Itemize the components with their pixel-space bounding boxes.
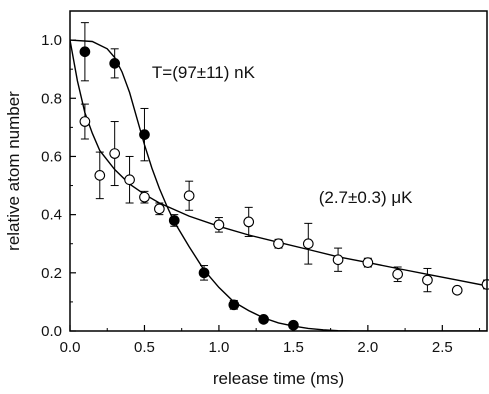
x-tick-label: 2.5 (432, 339, 453, 356)
data-point-open (243, 216, 255, 228)
x-tick-label: 2.0 (357, 339, 378, 356)
data-point-open (392, 268, 403, 280)
x-tick-label: 0.5 (134, 339, 155, 356)
data-point-open (302, 238, 314, 250)
plot-frame (69, 10, 488, 332)
data-point-open (154, 203, 165, 215)
y-tick-label: 0.0 (41, 323, 62, 340)
data-point-filled (109, 58, 121, 69)
data-point-open (94, 170, 106, 181)
data-point-filled (168, 215, 180, 226)
data-point-open (362, 257, 374, 268)
data-point-filled (79, 46, 91, 58)
data-point-open (332, 254, 344, 266)
fit-curve-open-series (70, 39, 487, 287)
tick-labels: 0.0 0.5 1.0 1.5 2.0 2.5 0.0 0.2 0.4 0.6 0.8 1.0 (41, 32, 453, 356)
y-tick-label: 0.2 (41, 265, 62, 282)
data-point-open (79, 116, 91, 127)
y-tick-label: 0.8 (41, 90, 62, 107)
data-point-open (481, 279, 489, 290)
y-tick-label: 1.0 (41, 32, 62, 49)
axis-ticks (69, 10, 481, 332)
data-point-filled (228, 299, 240, 311)
data-point-open (422, 274, 433, 286)
annotation-temperature-hot: (2.7±0.3) μK (319, 188, 413, 207)
data-point-filled (198, 267, 210, 279)
data-point-filled (258, 314, 269, 325)
data-point-open (183, 190, 195, 202)
y-tick-label: 0.6 (41, 148, 62, 165)
data-point-open (139, 191, 150, 203)
data-point-open (109, 148, 121, 159)
data-point-filled (139, 129, 150, 140)
x-tick-label: 1.5 (283, 339, 304, 356)
y-axis-title: relative atom number (4, 91, 23, 251)
x-tick-label: 1.0 (208, 339, 229, 356)
data-point-open (124, 174, 135, 186)
data-point-open (273, 238, 284, 250)
annotation-temperature-cold: T=(97±11) nK (152, 63, 256, 82)
x-axis-title: release time (ms) (213, 369, 344, 388)
data-points (79, 46, 489, 331)
x-tick-label: 0.0 (60, 339, 81, 356)
data-point-open (213, 219, 225, 231)
fit-curve-filled-series (70, 39, 487, 331)
y-tick-label: 0.4 (41, 207, 62, 224)
data-point-open (451, 284, 463, 296)
fit-curves (70, 39, 487, 331)
